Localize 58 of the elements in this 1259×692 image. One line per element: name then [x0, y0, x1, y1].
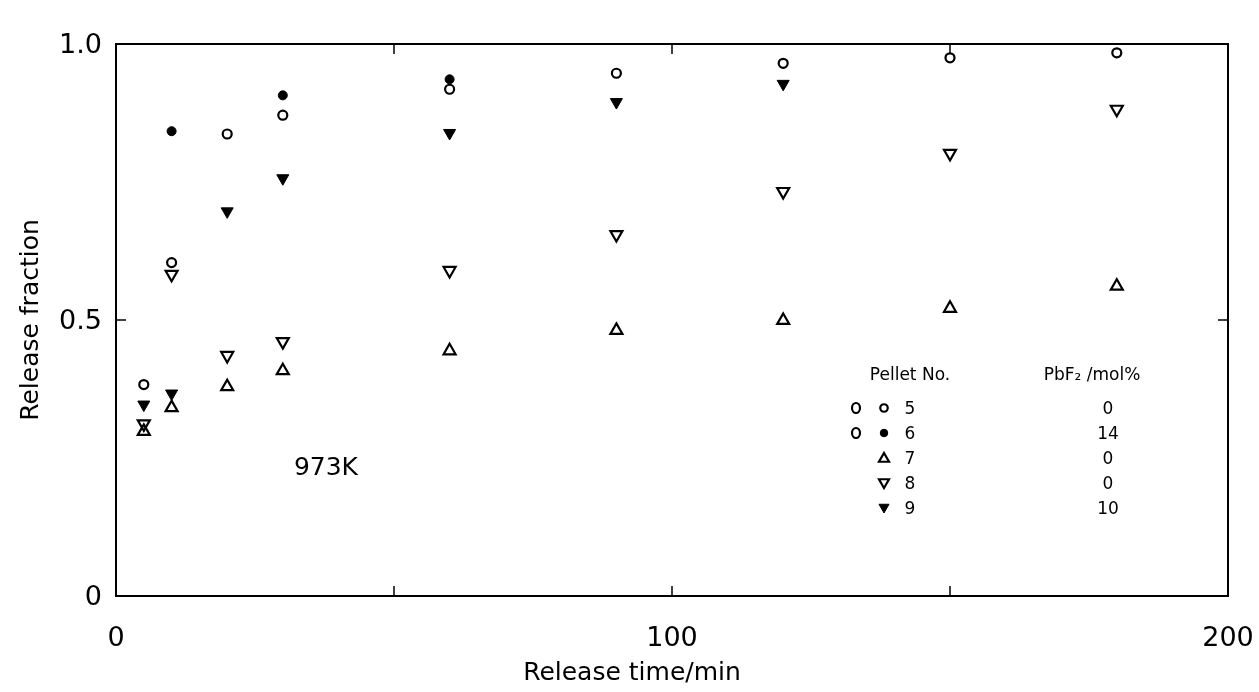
point	[609, 98, 623, 110]
point	[221, 128, 233, 140]
point	[942, 300, 958, 313]
point	[275, 337, 290, 350]
legend-label: 6	[904, 422, 916, 443]
point	[136, 419, 151, 432]
point	[277, 109, 289, 121]
point	[220, 378, 235, 392]
point	[777, 57, 789, 69]
point	[1109, 278, 1124, 291]
point	[776, 186, 791, 200]
point	[220, 207, 234, 219]
y-axis-title: Release fraction	[15, 219, 44, 421]
point	[610, 67, 622, 79]
x-axis-title: Release time/min	[523, 657, 741, 686]
point	[1109, 104, 1124, 118]
legend-label: 9	[904, 497, 916, 518]
x-tick-label: 200	[1202, 621, 1254, 652]
y-tick-label: 0	[84, 580, 102, 612]
annotation: PbF₂ /mol%	[1043, 364, 1141, 384]
point	[442, 265, 457, 279]
point	[442, 342, 457, 356]
point	[942, 148, 958, 162]
annotation: 0	[1102, 447, 1114, 468]
point	[166, 256, 178, 269]
point	[276, 174, 290, 186]
annotation: 973K	[293, 451, 359, 481]
legend-label: 8	[904, 472, 916, 493]
point	[220, 350, 235, 364]
point	[138, 378, 150, 391]
point	[609, 322, 624, 335]
annotation: 10	[1097, 497, 1119, 518]
point	[776, 312, 791, 326]
point	[1111, 47, 1123, 59]
point	[944, 52, 956, 64]
legend-label: 5	[904, 397, 916, 418]
point	[136, 423, 151, 436]
y-tick-label: 0.5	[59, 304, 102, 336]
annotation: 14	[1097, 422, 1119, 443]
point	[164, 399, 179, 413]
legend-title: Pellet No.	[869, 364, 951, 384]
x-tick-label: 100	[646, 621, 698, 652]
annotation: 0	[1102, 472, 1114, 493]
point	[444, 74, 455, 85]
point	[137, 400, 151, 413]
y-tick-label: 1.0	[59, 28, 102, 60]
point	[277, 90, 288, 101]
annotation: 0	[1102, 397, 1114, 418]
point	[609, 229, 624, 243]
legend-label: 7	[904, 447, 916, 468]
point	[165, 389, 179, 402]
point	[443, 128, 457, 141]
point	[444, 83, 456, 95]
point	[275, 362, 290, 376]
point	[164, 269, 179, 283]
point	[776, 79, 790, 92]
x-tick-label: 0	[107, 621, 125, 652]
point	[166, 126, 177, 137]
